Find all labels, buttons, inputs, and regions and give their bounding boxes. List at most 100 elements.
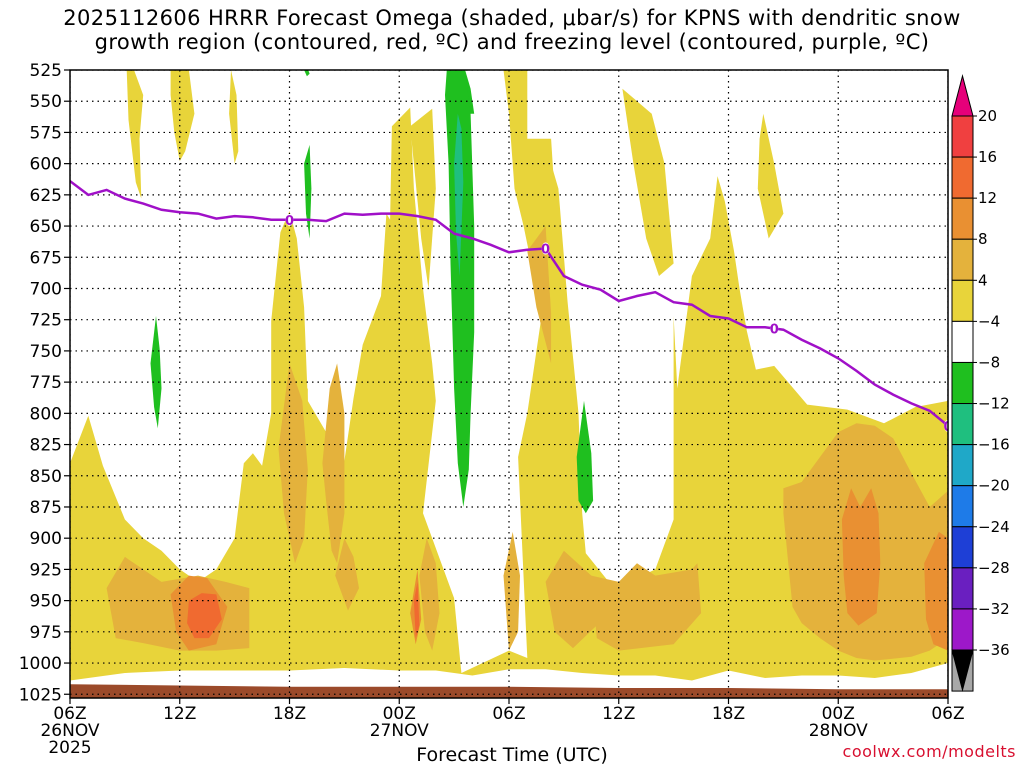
colorbar-label-2: 12 — [978, 189, 997, 207]
omega-region-2 — [126, 70, 144, 199]
colorbar-label-12: −32 — [978, 600, 1010, 618]
y-tick-label-850: 850 — [30, 467, 62, 487]
omega-region-18 — [591, 563, 702, 651]
colorbar-label-3: 8 — [978, 230, 988, 248]
y-tick-label-650: 650 — [30, 217, 62, 237]
omega-region-13 — [335, 538, 359, 611]
x-tick-label-18: 00Z — [383, 704, 416, 724]
colorbar-label-1: 16 — [978, 148, 997, 166]
y-tick-label-600: 600 — [30, 155, 62, 175]
colorbar-segment-2 — [951, 197, 974, 240]
omega-region-32 — [304, 70, 310, 77]
grid-lines — [70, 70, 948, 698]
colorbar-bottom-triangle — [951, 649, 974, 692]
omega-region-3 — [170, 70, 195, 162]
omega-region-16 — [527, 226, 552, 364]
freezing-level-label-2: 0 — [770, 322, 779, 337]
y-tick-label-725: 725 — [30, 311, 62, 331]
x-axis-label: Forecast Time (UTC) — [416, 744, 608, 766]
omega-region-9 — [410, 108, 436, 289]
colorbar-label-10: −24 — [978, 518, 1010, 536]
omega-region-22 — [841, 488, 881, 626]
x-tick-label-36: 18Z — [712, 704, 745, 724]
omega-region-31 — [576, 400, 594, 514]
colorbar-segment-8 — [951, 444, 974, 487]
x-tick-label-12: 18Z — [273, 704, 306, 724]
y-tick-label-750: 750 — [30, 342, 62, 362]
omega-region-27 — [445, 70, 475, 507]
x-date-label-18: 27NOV — [370, 721, 429, 741]
colorbar-segment-12 — [951, 608, 974, 651]
y-tick-label-675: 675 — [30, 248, 62, 268]
x-tick-label-0: 06Z — [53, 704, 86, 724]
freezing-level-label-3: 0 — [943, 420, 952, 435]
y-tick-label-1025: 1025 — [19, 685, 62, 705]
y-axis: 525 550 575 600 625 650 675 700 725 750 775 800 825 8… — [19, 61, 70, 705]
freezing-label-bg-1 — [541, 242, 550, 255]
omega-shading — [70, 70, 948, 681]
y-tick-label-575: 575 — [30, 123, 62, 143]
ground-profile — [70, 684, 948, 698]
colorbar-segment-10 — [951, 526, 974, 569]
colorbar-segment-0 — [951, 115, 974, 158]
freezing-label-bg-3 — [944, 419, 948, 432]
x-tick-label-48: 06Z — [931, 704, 964, 724]
omega-region-30 — [304, 144, 312, 239]
x-tick-label-42: 00Z — [822, 704, 855, 724]
x-tick-label-24: 06Z — [492, 704, 525, 724]
omega-region-25 — [413, 581, 420, 639]
colorbar-label-11: −28 — [978, 559, 1010, 577]
y-tick-label-925: 925 — [30, 560, 62, 580]
omega-region-7 — [757, 113, 784, 239]
y-tick-label-1000: 1000 — [19, 654, 62, 674]
y-tick-label-625: 625 — [30, 186, 62, 206]
freezing-label-bg-2 — [770, 322, 779, 335]
colorbar-segment-9 — [951, 485, 974, 528]
omega-region-23 — [924, 531, 948, 651]
colorbar-segment-6 — [951, 361, 974, 405]
x-tick-label-30: 12Z — [602, 704, 635, 724]
omega-region-12 — [322, 363, 345, 564]
chart-title: 2025112606 HRRR Forecast Omega (shaded, … — [0, 6, 1024, 54]
omega-region-6 — [622, 88, 674, 276]
colorbar-label-5: −4 — [978, 312, 1000, 330]
omega-region-17 — [545, 550, 610, 649]
colorbar-label-13: −36 — [978, 641, 1010, 659]
freezing-level-line — [70, 180, 948, 427]
freezing-label-bg-0 — [285, 213, 294, 226]
omega-region-4 — [229, 70, 239, 164]
y-tick-label-875: 875 — [30, 498, 62, 518]
omega-region-15 — [503, 531, 520, 651]
x-date-label-0: 26NOV — [40, 721, 99, 741]
y-tick-label-900: 900 — [30, 529, 62, 549]
y-tick-label-775: 775 — [30, 373, 62, 393]
y-tick-label-825: 825 — [30, 436, 62, 456]
colorbar-segment-7 — [951, 403, 974, 446]
colorbar-segment-4 — [951, 279, 974, 322]
omega-region-1 — [73, 488, 111, 663]
chart-title-line-1: 2025112606 HRRR Forecast Omega (shaded, … — [63, 6, 961, 30]
omega-region-14 — [419, 538, 440, 651]
freezing-level-label-0: 0 — [285, 214, 294, 229]
colorbar-label-4: 4 — [978, 271, 988, 289]
y-tick-label-950: 950 — [30, 592, 62, 612]
colorbar-segment-11 — [951, 567, 974, 610]
y-tick-label-975: 975 — [30, 623, 62, 643]
x-date-label-42: 28NOV — [809, 721, 868, 741]
y-tick-label-700: 700 — [30, 279, 62, 299]
colorbar-label-8: −16 — [978, 436, 1010, 454]
omega-region-24 — [187, 593, 222, 639]
x-year-label-0: 2025 — [48, 738, 91, 758]
colorbar-top-triangle — [951, 74, 974, 117]
colorbar-label-6: −8 — [978, 353, 1000, 371]
credit-text: coolwx.com/modelts — [842, 742, 1016, 761]
y-tick-label-800: 800 — [30, 404, 62, 424]
freezing-level-label-1: 0 — [541, 243, 550, 258]
y-tick-label-550: 550 — [30, 92, 62, 112]
colorbar-label-0: 20 — [978, 107, 997, 125]
freezing-level-contour: 0 0 0 0 — [70, 180, 952, 435]
y-tick-label-525: 525 — [30, 61, 62, 81]
colorbar-segment-1 — [951, 156, 974, 199]
